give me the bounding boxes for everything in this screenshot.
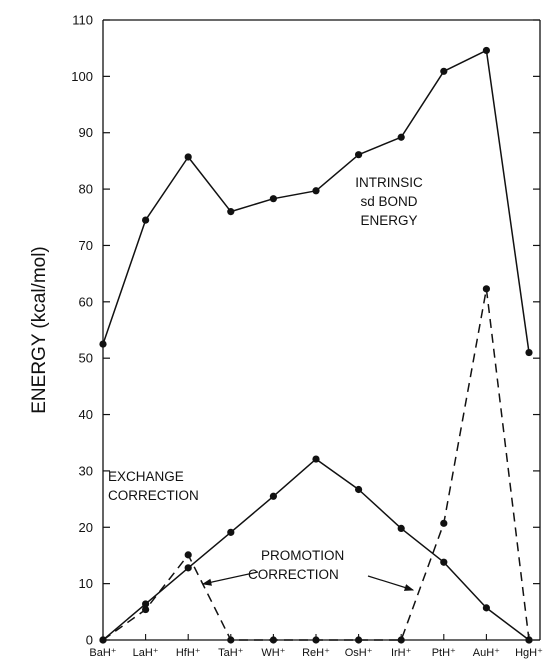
x-tick-label: TaH⁺ xyxy=(218,647,244,659)
intrinsic-label-line-1: INTRINSIC xyxy=(355,175,423,190)
data-point-promotion-correction xyxy=(440,519,448,527)
data-point-promotion-correction xyxy=(312,636,320,644)
data-point-promotion-correction xyxy=(184,551,192,559)
y-tick-label: 20 xyxy=(79,520,93,535)
data-point-exchange-correction xyxy=(482,604,490,612)
data-point-exchange-correction xyxy=(184,564,192,572)
y-tick-label: 30 xyxy=(79,463,93,478)
intrinsic-label-line-3: ENERGY xyxy=(360,213,417,228)
x-axis-ticks: BaH⁺ LaH⁺ HfH⁺ TaH⁺ WH⁺ ReH⁺ OsH⁺ IrH⁺ PtH⁺ AuH⁺ H… xyxy=(89,634,543,659)
y-axis-label: ENERGY (kcal/mol) xyxy=(29,246,50,414)
data-point-intrinsic-sd-bond-energy xyxy=(525,348,533,357)
data-point-exchange-correction xyxy=(440,558,448,566)
y-tick-label: 100 xyxy=(71,69,93,84)
data-point-promotion-correction xyxy=(397,636,405,644)
x-tick-label: PtH⁺ xyxy=(432,647,456,659)
data-point-intrinsic-sd-bond-energy xyxy=(99,340,107,348)
intrinsic-annotation: INTRINSIC sd BOND ENERGY xyxy=(355,175,423,228)
y-tick-label: 10 xyxy=(79,576,93,591)
y-tick-label: 110 xyxy=(72,13,93,28)
y-tick-label: 0 xyxy=(86,633,93,648)
data-point-exchange-correction xyxy=(142,600,150,608)
data-point-exchange-correction xyxy=(227,528,235,536)
data-point-exchange-correction xyxy=(355,485,363,494)
promotion-label-line-2: CORRECTION xyxy=(248,567,339,582)
x-tick-label: ReH⁺ xyxy=(302,647,330,659)
y-tick-label: 50 xyxy=(79,351,93,366)
data-point-intrinsic-sd-bond-energy xyxy=(440,67,448,75)
data-point-exchange-correction xyxy=(269,492,277,500)
data-point-intrinsic-sd-bond-energy xyxy=(269,195,277,203)
promotion-label-line-1: PROMOTION xyxy=(261,548,344,563)
data-point-promotion-correction xyxy=(142,605,150,614)
data-point-intrinsic-sd-bond-energy xyxy=(184,153,192,161)
x-tick-label: IrH⁺ xyxy=(391,647,412,659)
x-tick-label: HgH⁺ xyxy=(515,647,543,659)
data-point-promotion-correction xyxy=(99,636,107,644)
data-point-intrinsic-sd-bond-energy xyxy=(482,46,490,55)
data-point-promotion-correction xyxy=(269,636,277,644)
y-tick-label: 60 xyxy=(79,294,93,309)
series-line-promotion-correction xyxy=(102,288,530,641)
y-axis-ticks: 0 10 20 30 40 50 60 70 80 90 100 110 xyxy=(71,13,540,648)
x-tick-label: WH⁺ xyxy=(261,647,285,659)
data-point-intrinsic-sd-bond-energy xyxy=(355,151,363,159)
plot-frame xyxy=(102,19,541,641)
data-point-intrinsic-sd-bond-energy xyxy=(227,208,235,216)
data-point-intrinsic-sd-bond-energy xyxy=(142,216,150,224)
data-point-promotion-correction xyxy=(355,636,363,644)
promotion-annotation: PROMOTION CORRECTION xyxy=(201,548,415,591)
data-point-promotion-correction xyxy=(227,636,235,644)
x-tick-label: OsH⁺ xyxy=(345,647,373,659)
promotion-arrow-left xyxy=(201,571,259,586)
exchange-annotation: EXCHANGE CORRECTION xyxy=(108,469,199,503)
data-point-promotion-correction xyxy=(525,636,533,644)
x-tick-label: AuH⁺ xyxy=(473,647,500,659)
exchange-label-line-2: CORRECTION xyxy=(108,488,199,503)
data-point-exchange-correction xyxy=(397,524,405,533)
data-point-promotion-correction xyxy=(482,285,490,293)
series-line-intrinsic-sd-bond-energy xyxy=(102,49,530,353)
x-tick-label: HfH⁺ xyxy=(176,647,201,659)
y-tick-label: 80 xyxy=(79,182,93,197)
series-layer xyxy=(99,46,533,644)
intrinsic-label-line-2: sd BOND xyxy=(360,194,417,209)
y-tick-label: 40 xyxy=(79,407,93,422)
y-tick-label: 90 xyxy=(79,125,93,140)
exchange-label-line-1: EXCHANGE xyxy=(108,469,184,484)
data-point-intrinsic-sd-bond-energy xyxy=(397,133,405,141)
promotion-arrow-right xyxy=(367,575,415,591)
x-tick-label: LaH⁺ xyxy=(133,647,159,659)
data-point-intrinsic-sd-bond-energy xyxy=(312,187,320,195)
data-point-exchange-correction xyxy=(312,455,320,463)
y-tick-label: 70 xyxy=(79,238,93,253)
x-tick-label: BaH⁺ xyxy=(89,647,116,659)
